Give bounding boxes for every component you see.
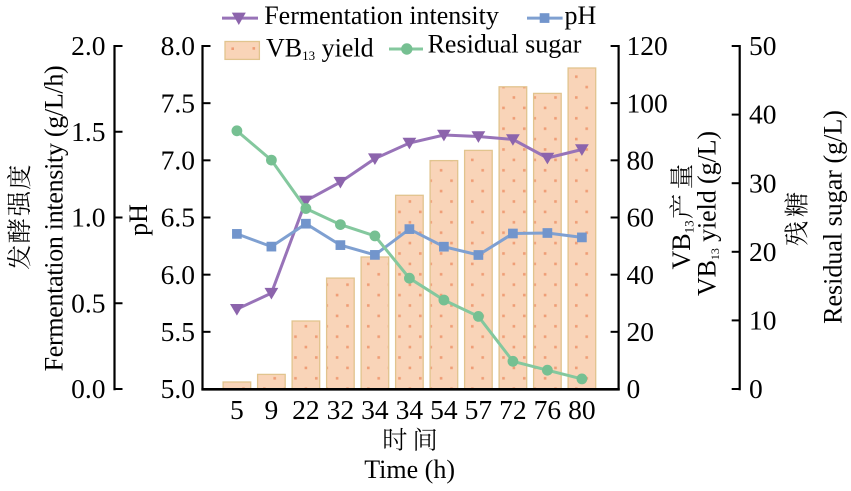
svg-text:22: 22: [292, 394, 320, 425]
svg-text:1.5: 1.5: [71, 116, 105, 147]
svg-text:6.5: 6.5: [161, 202, 195, 233]
svg-text:40: 40: [627, 259, 655, 290]
svg-text:Fermentation intensity: Fermentation intensity: [264, 1, 499, 30]
svg-text:5: 5: [230, 394, 244, 425]
svg-text:VB13 yield: VB13 yield: [266, 34, 374, 64]
svg-text:100: 100: [627, 87, 668, 118]
svg-text:50: 50: [749, 30, 777, 61]
svg-text:5.0: 5.0: [161, 373, 195, 404]
svg-text:32: 32: [327, 394, 355, 425]
svg-text:80: 80: [627, 144, 655, 175]
svg-text:120: 120: [627, 30, 668, 61]
svg-text:54: 54: [430, 394, 458, 425]
svg-text:0: 0: [749, 373, 763, 404]
svg-text:Residual sugar: Residual sugar: [428, 30, 582, 59]
svg-text:76: 76: [534, 394, 562, 425]
svg-text:6.0: 6.0: [161, 259, 195, 290]
svg-text:30: 30: [749, 167, 777, 198]
svg-text:0: 0: [627, 373, 641, 404]
svg-text:pH: pH: [565, 1, 597, 30]
svg-text:9: 9: [265, 394, 279, 425]
svg-text:0.0: 0.0: [71, 373, 105, 404]
svg-text:7.5: 7.5: [161, 87, 195, 118]
svg-text:Time (h): Time (h): [364, 455, 455, 484]
svg-text:Fermentation intensity (g/L/h): Fermentation intensity (g/L/h): [40, 66, 69, 372]
svg-text:80: 80: [568, 394, 596, 425]
svg-text:5.5: 5.5: [161, 316, 195, 347]
svg-text:VB13 yield (g/L): VB13 yield (g/L): [693, 131, 723, 296]
svg-text:1.0: 1.0: [71, 202, 105, 233]
svg-text:0.5: 0.5: [71, 287, 105, 318]
svg-text:34: 34: [396, 394, 424, 425]
svg-text:57: 57: [465, 394, 493, 425]
svg-text:34: 34: [361, 394, 389, 425]
svg-text:60: 60: [627, 202, 655, 233]
svg-text:pH: pH: [124, 204, 153, 236]
svg-text:2.0: 2.0: [71, 30, 105, 61]
svg-text:40: 40: [749, 99, 777, 130]
svg-text:20: 20: [749, 236, 777, 267]
svg-text:7.0: 7.0: [161, 144, 195, 175]
svg-text:Residual sugar (g/L): Residual sugar (g/L): [819, 110, 848, 324]
svg-text:10: 10: [749, 305, 777, 336]
svg-text:72: 72: [499, 394, 527, 425]
svg-text:20: 20: [627, 316, 655, 347]
svg-text:8.0: 8.0: [161, 30, 195, 61]
